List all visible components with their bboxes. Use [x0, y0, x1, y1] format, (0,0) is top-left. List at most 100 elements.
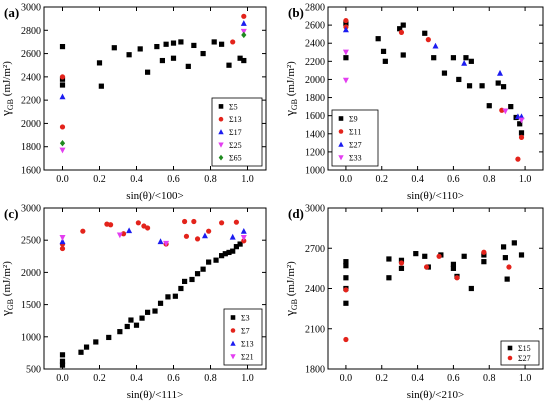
legend-marker	[338, 116, 344, 121]
plot-frame	[327, 6, 544, 171]
data-point-Σ7	[145, 225, 151, 231]
y-tick-label: 2800	[21, 26, 41, 37]
data-point-Σ3	[78, 349, 84, 355]
panel-label: (d)	[288, 206, 304, 221]
data-point-Σ3	[117, 329, 123, 335]
panel-label: (a)	[4, 5, 19, 20]
data-point-Σ27	[398, 260, 405, 266]
data-point-Σ3	[189, 276, 195, 283]
legend-label: Σ27	[349, 141, 362, 150]
x-tick-label: 0.0	[340, 373, 353, 384]
data-point-Σ5	[185, 63, 191, 69]
y-tick-label: 1000	[305, 166, 325, 177]
data-point-Σ65	[241, 31, 247, 39]
data-point-Σ3	[157, 300, 164, 306]
data-point-Σ65	[59, 140, 66, 147]
x-axis-label: sin(θ)/<210>	[407, 389, 464, 401]
data-point-Σ13	[59, 124, 66, 130]
data-point-Σ9	[422, 30, 428, 36]
data-point-Σ15	[518, 252, 525, 258]
x-tick-label: 1.0	[519, 174, 532, 185]
y-axis-label-subscript: GB	[6, 99, 15, 110]
legend-marker	[218, 154, 224, 161]
data-point-Σ7	[219, 220, 225, 226]
data-point-Σ15	[481, 252, 487, 258]
x-tick-label: 0.4	[411, 174, 424, 185]
y-tick-label: 1200	[305, 147, 325, 158]
data-point-Σ15	[398, 257, 405, 263]
data-point-Σ11	[515, 156, 521, 162]
y-axis-label-symbol: γ	[0, 110, 13, 117]
data-point-Σ5	[219, 41, 225, 47]
data-point-Σ9	[500, 84, 507, 90]
legend-label: Σ25	[229, 141, 242, 150]
data-point-Σ9	[517, 121, 523, 127]
y-tick-label: 2800	[305, 3, 325, 14]
data-point-Σ27	[481, 249, 487, 255]
data-point-Σ15	[511, 240, 517, 246]
legend-label: Σ21	[241, 353, 254, 362]
data-point-Σ33	[342, 49, 349, 56]
y-axis-label-subscript: GB	[290, 299, 299, 310]
legend-marker	[230, 340, 236, 346]
data-point-Σ3	[213, 257, 219, 263]
x-tick-label: 0.4	[130, 174, 143, 185]
data-point-Σ17	[240, 20, 247, 26]
x-tick-label: 0.0	[340, 174, 353, 185]
x-tick-label: 0.6	[167, 373, 180, 384]
data-point-Σ5	[170, 40, 177, 46]
legend-marker	[230, 328, 236, 333]
data-point-Σ13	[126, 227, 133, 234]
data-point-Σ15	[343, 263, 349, 269]
data-point-Σ15	[343, 259, 349, 265]
data-point-Σ27	[436, 253, 442, 259]
y-axis-label-unit: (mJ/m²)	[285, 61, 297, 99]
legend-marker	[218, 142, 224, 148]
data-point-Σ5	[226, 62, 232, 68]
data-point-Σ7	[108, 222, 114, 228]
x-axis-label: sin(θ)/<100>	[126, 190, 183, 202]
data-point-Σ3	[59, 358, 66, 364]
data-point-Σ3	[230, 248, 236, 254]
data-point-Σ27	[342, 26, 349, 33]
data-point-Σ3	[219, 253, 225, 259]
data-point-Σ15	[398, 265, 405, 271]
data-point-Σ3	[124, 323, 130, 330]
x-tick-label: 0.8	[204, 174, 217, 185]
data-point-Σ3	[93, 339, 99, 345]
data-point-Σ3	[128, 317, 134, 323]
data-point-Σ3	[106, 334, 112, 341]
data-point-Σ3	[206, 259, 212, 265]
data-point-Σ3	[152, 308, 158, 314]
x-tick-label: 0.0	[56, 174, 69, 185]
panel-label: (b)	[288, 5, 304, 20]
data-point-Σ9	[450, 55, 457, 61]
data-point-Σ9	[508, 104, 514, 110]
data-point-Σ21	[163, 240, 170, 247]
y-tick-label: 2000	[305, 75, 325, 86]
y-axis-label-unit: (mJ/m²)	[285, 261, 297, 299]
data-point-Σ3	[145, 309, 151, 315]
x-tick-label: 0.4	[411, 373, 424, 384]
legend: Σ3 Σ7 Σ13 Σ21	[223, 308, 263, 366]
legend-label: Σ17	[229, 128, 242, 137]
data-point-Σ27	[423, 264, 430, 270]
data-point-Σ3	[178, 285, 184, 292]
y-tick-label: 2400	[21, 72, 41, 83]
y-tick-label: 2400	[305, 39, 325, 50]
data-point-Σ9	[343, 55, 349, 61]
data-point-Σ13	[241, 13, 247, 19]
y-axis-label-subscript: GB	[6, 299, 15, 310]
y-tick-label: 1600	[305, 111, 325, 122]
data-point-Σ5	[59, 43, 66, 50]
data-point-Σ9	[495, 80, 501, 86]
data-point-Σ9	[431, 55, 437, 61]
x-tick-label: 1.0	[519, 373, 532, 384]
y-axis-label: γGB (mJ/m²)	[282, 261, 299, 317]
data-point-Σ15	[422, 253, 428, 259]
x-tick-label: 0.8	[483, 373, 496, 384]
y-tick-label: 2700	[305, 244, 325, 255]
x-tick-label: 0.2	[376, 174, 389, 185]
y-tick-label: 2400	[305, 284, 325, 295]
